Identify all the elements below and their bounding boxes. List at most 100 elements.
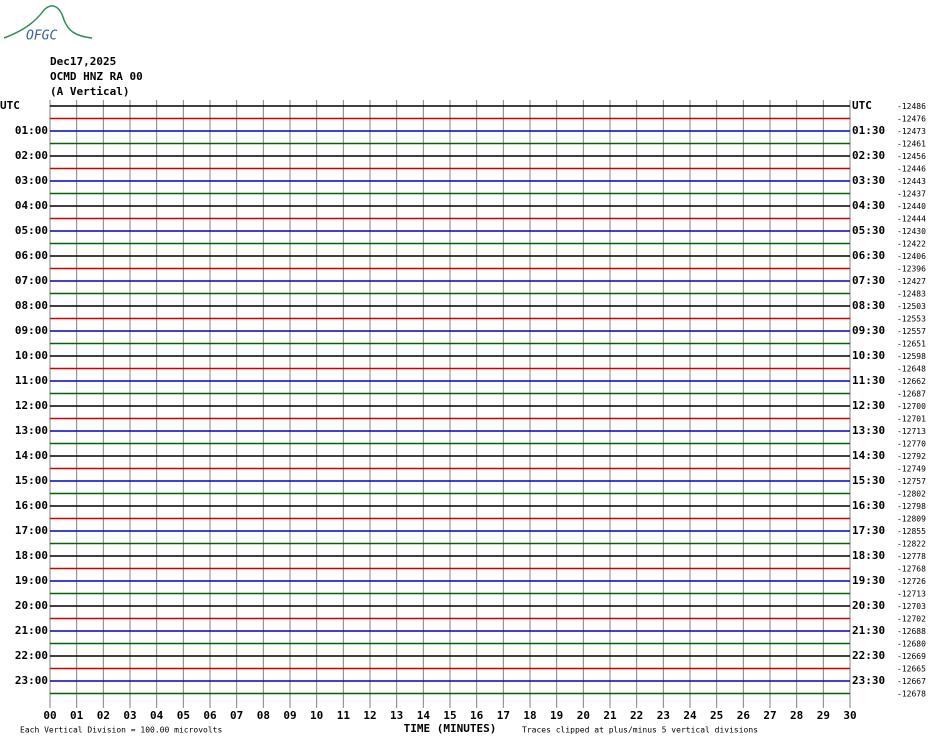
x-tick-label: 29 bbox=[817, 709, 830, 722]
row-offset-label: -12406 bbox=[897, 252, 926, 261]
right-time-label: 12:30 bbox=[852, 399, 885, 412]
right-time-label: 14:30 bbox=[852, 449, 885, 462]
row-offset-label: -12768 bbox=[897, 565, 926, 574]
row-offset-label: -12802 bbox=[897, 490, 926, 499]
x-tick-label: 21 bbox=[603, 709, 617, 722]
left-time-label: 14:00 bbox=[15, 449, 48, 462]
right-time-label: 13:30 bbox=[852, 424, 885, 437]
row-offset-label: -12665 bbox=[897, 665, 926, 674]
row-offset-label: -12726 bbox=[897, 577, 926, 586]
row-offset-label: -12662 bbox=[897, 377, 926, 386]
right-time-label: 08:30 bbox=[852, 299, 885, 312]
left-time-label: 10:00 bbox=[15, 349, 48, 362]
row-offset-label: -12713 bbox=[897, 590, 926, 599]
left-time-label: 02:00 bbox=[15, 149, 48, 162]
x-tick-label: 00 bbox=[43, 709, 56, 722]
row-offset-label: -12809 bbox=[897, 515, 926, 524]
row-offset-label: -12461 bbox=[897, 140, 926, 149]
right-time-label: 23:30 bbox=[852, 674, 885, 687]
row-offset-label: -12648 bbox=[897, 365, 926, 374]
row-offset-label: -12702 bbox=[897, 615, 926, 624]
row-offset-label: -12749 bbox=[897, 465, 926, 474]
right-time-label: 22:30 bbox=[852, 649, 885, 662]
logo-text: OFGC bbox=[26, 29, 57, 44]
row-offset-label: -12701 bbox=[897, 415, 926, 424]
right-time-label: 05:30 bbox=[852, 224, 885, 237]
right-time-label: 02:30 bbox=[852, 149, 885, 162]
row-offset-label: -12669 bbox=[897, 652, 926, 661]
left-time-label: 22:00 bbox=[15, 649, 48, 662]
row-offset-label: -12443 bbox=[897, 177, 926, 186]
row-offset-label: -12553 bbox=[897, 315, 926, 324]
row-offset-label: -12667 bbox=[897, 677, 926, 686]
row-offset-label: -12792 bbox=[897, 452, 926, 461]
date: Dec17,2025 bbox=[50, 55, 116, 68]
x-tick-label: 23 bbox=[657, 709, 670, 722]
x-tick-label: 12 bbox=[363, 709, 376, 722]
row-offset-label: -12822 bbox=[897, 540, 926, 549]
x-tick-label: 11 bbox=[337, 709, 351, 722]
component: (A Vertical) bbox=[50, 85, 129, 98]
x-tick-label: 08 bbox=[257, 709, 270, 722]
right-time-label: 17:30 bbox=[852, 524, 885, 537]
left-time-label: 13:00 bbox=[15, 424, 48, 437]
row-offset-label: -12446 bbox=[897, 165, 926, 174]
footer-right: Traces clipped at plus/minus 5 vertical … bbox=[522, 726, 758, 735]
x-tick-label: 24 bbox=[683, 709, 697, 722]
left-time-label: 07:00 bbox=[15, 274, 48, 287]
left-time-label: UTC bbox=[0, 99, 20, 112]
x-tick-label: 09 bbox=[283, 709, 296, 722]
row-offset-label: -12473 bbox=[897, 127, 926, 136]
row-offset-label: -12486 bbox=[897, 102, 926, 111]
x-tick-label: 05 bbox=[177, 709, 190, 722]
row-offset-label: -12427 bbox=[897, 277, 926, 286]
left-time-label: 03:00 bbox=[15, 174, 48, 187]
right-time-label: 18:30 bbox=[852, 549, 885, 562]
right-time-label: 07:30 bbox=[852, 274, 885, 287]
row-offset-label: -12651 bbox=[897, 340, 926, 349]
row-offset-label: -12680 bbox=[897, 640, 926, 649]
right-time-label: 11:30 bbox=[852, 374, 885, 387]
row-offset-label: -12700 bbox=[897, 402, 926, 411]
row-offset-label: -12778 bbox=[897, 552, 926, 561]
left-time-label: 23:00 bbox=[15, 674, 48, 687]
row-offset-label: -12422 bbox=[897, 240, 926, 249]
left-time-label: 06:00 bbox=[15, 249, 48, 262]
row-offset-label: -12396 bbox=[897, 265, 926, 274]
x-tick-label: 27 bbox=[763, 709, 776, 722]
row-offset-label: -12598 bbox=[897, 352, 926, 361]
left-time-label: 21:00 bbox=[15, 624, 48, 637]
right-time-label: 20:30 bbox=[852, 599, 885, 612]
x-tick-label: 15 bbox=[443, 709, 456, 722]
left-time-label: 18:00 bbox=[15, 549, 48, 562]
x-tick-label: 14 bbox=[417, 709, 431, 722]
left-time-label: 04:00 bbox=[15, 199, 48, 212]
x-tick-label: 20 bbox=[577, 709, 590, 722]
x-tick-label: 13 bbox=[390, 709, 403, 722]
x-tick-label: 22 bbox=[630, 709, 643, 722]
x-tick-label: 01 bbox=[70, 709, 84, 722]
right-time-label: 15:30 bbox=[852, 474, 885, 487]
row-offset-label: -12456 bbox=[897, 152, 926, 161]
right-time-label: 19:30 bbox=[852, 574, 885, 587]
row-offset-label: -12678 bbox=[897, 690, 926, 699]
left-time-label: 01:00 bbox=[15, 124, 48, 137]
row-offset-label: -12557 bbox=[897, 327, 926, 336]
x-tick-label: 06 bbox=[203, 709, 217, 722]
row-offset-label: -12440 bbox=[897, 202, 926, 211]
left-time-label: 05:00 bbox=[15, 224, 48, 237]
x-tick-label: 19 bbox=[550, 709, 563, 722]
row-offset-label: -12476 bbox=[897, 115, 926, 124]
row-offset-label: -12713 bbox=[897, 427, 926, 436]
x-tick-label: 10 bbox=[310, 709, 323, 722]
left-time-label: 17:00 bbox=[15, 524, 48, 537]
right-time-label: 16:30 bbox=[852, 499, 885, 512]
logo-curve bbox=[3, 5, 93, 39]
x-tick-label: 07 bbox=[230, 709, 243, 722]
row-offset-label: -12437 bbox=[897, 190, 926, 199]
right-time-label: 06:30 bbox=[852, 249, 885, 262]
right-time-label: 21:30 bbox=[852, 624, 885, 637]
right-time-label: 10:30 bbox=[852, 349, 885, 362]
left-time-label: 20:00 bbox=[15, 599, 48, 612]
